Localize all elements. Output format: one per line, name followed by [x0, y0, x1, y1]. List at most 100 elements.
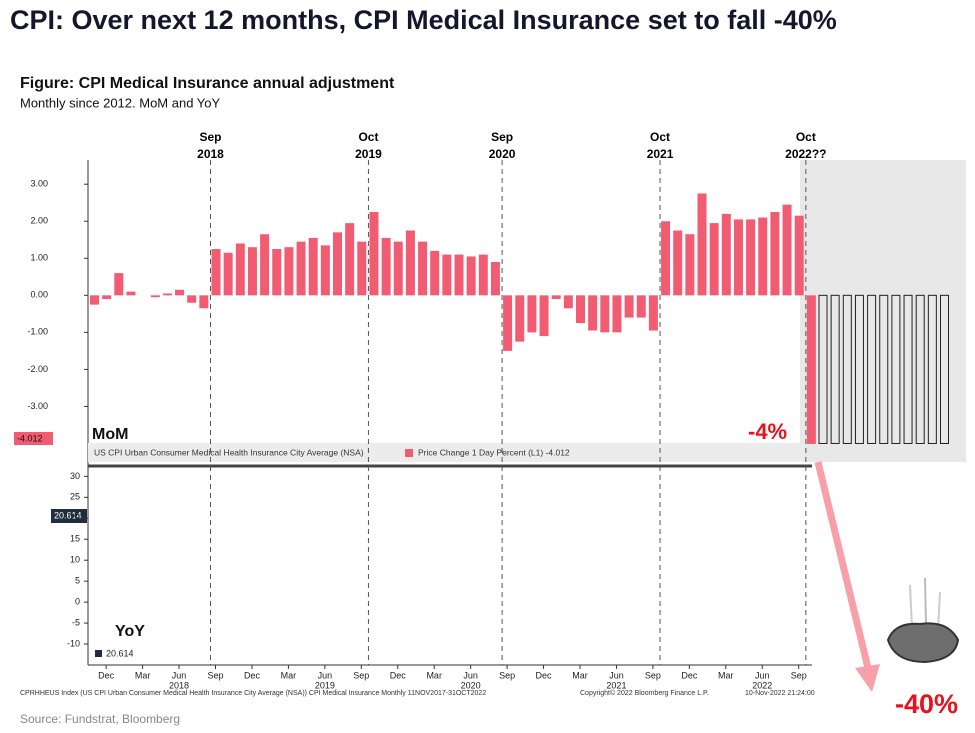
bar	[551, 295, 561, 300]
bar	[636, 295, 646, 318]
legend-swatch	[405, 449, 413, 457]
bar	[454, 254, 464, 296]
bar	[102, 295, 112, 300]
bar	[211, 249, 221, 296]
y-tick-label: -1.00	[27, 327, 48, 337]
y-tick-label: 25	[70, 492, 80, 502]
arrow-head	[855, 664, 880, 692]
bar	[114, 273, 124, 296]
bar	[247, 247, 257, 296]
y-tick-label: 10	[70, 555, 80, 565]
bar	[466, 256, 476, 296]
projection-bar	[818, 294, 828, 444]
bar	[90, 295, 99, 305]
projection-bar	[879, 294, 889, 444]
x-tick-label: Sep	[207, 670, 223, 680]
bar	[648, 295, 658, 331]
event-month: Oct	[650, 130, 670, 144]
x-tick-label: Sep	[499, 670, 515, 680]
y-tick-label: -5	[72, 617, 80, 627]
y-tick-label: 2.00	[30, 216, 48, 226]
bar	[345, 223, 355, 296]
projection-bar	[903, 294, 913, 444]
bar	[320, 245, 330, 296]
x-tick-label: Jun	[463, 670, 478, 680]
x-tick-label: Mar	[281, 670, 297, 680]
bar	[697, 193, 707, 296]
value-badge	[51, 509, 87, 523]
bar	[296, 241, 306, 296]
bar	[126, 291, 136, 296]
bar	[770, 212, 780, 296]
x-tick-label: Mar	[135, 670, 151, 680]
y-tick-label: 0.00	[30, 290, 48, 300]
x-tick-label: Dec	[536, 670, 553, 680]
bar	[357, 241, 367, 296]
bar	[685, 234, 695, 296]
bar	[333, 232, 342, 296]
value-badge	[14, 432, 53, 445]
panel-label: MoM	[92, 426, 128, 443]
bar	[709, 223, 719, 296]
x-tick-label: Mar	[572, 670, 588, 680]
event-year: 2018	[197, 147, 224, 161]
bar	[503, 295, 513, 351]
legend-value: 20.614	[106, 648, 134, 658]
projection-bar	[842, 294, 852, 444]
annotation: -40%	[895, 689, 958, 719]
bar	[746, 219, 756, 296]
legend-box	[88, 443, 805, 462]
bar	[430, 250, 440, 296]
bar	[515, 295, 525, 342]
bar	[721, 213, 731, 296]
x-tick-label: Dec	[681, 670, 698, 680]
arrow	[814, 461, 872, 669]
bar	[235, 243, 245, 296]
y-tick-label: 0	[75, 597, 80, 607]
y-tick-label: -10	[67, 638, 80, 648]
title: CPI: Over next 12 months, CPI Medical In…	[10, 5, 837, 35]
bar	[673, 230, 683, 296]
x-tick-label: Dec	[98, 670, 115, 680]
x-tick-label: Sep	[645, 670, 661, 680]
x-year-label: 2020	[461, 680, 481, 690]
bar	[588, 295, 598, 331]
bar	[199, 295, 209, 309]
bar	[539, 295, 549, 337]
bar	[418, 241, 428, 296]
x-tick-label: Jun	[318, 670, 333, 680]
bar	[442, 254, 452, 296]
annotation: -4%	[748, 419, 787, 444]
x-tick-label: Jun	[755, 670, 770, 680]
footer-index: CPRHHEUS Index (US CPI Urban Consumer Me…	[20, 690, 486, 697]
bar	[381, 237, 391, 296]
bar	[175, 289, 185, 296]
panel-label: YoY	[115, 623, 145, 640]
event-month: Sep	[199, 130, 221, 144]
projection-bar	[940, 294, 949, 444]
footer-timestamp: 10-Nov-2022 21:24:00	[745, 690, 815, 697]
bar	[260, 234, 270, 296]
bar	[758, 217, 768, 296]
projection-area	[800, 160, 966, 462]
bar	[563, 295, 573, 309]
bar	[223, 252, 233, 296]
bar	[733, 219, 743, 296]
bar	[527, 295, 537, 333]
bar	[782, 204, 792, 296]
bar	[369, 212, 379, 296]
rock-icon	[886, 577, 960, 664]
bar	[624, 295, 634, 318]
projection-bar	[830, 294, 840, 444]
bar	[478, 254, 488, 296]
footer-copyright: Copyright© 2022 Bloomberg Finance L.P.	[580, 689, 709, 697]
y-tick-label: 15	[70, 534, 80, 544]
legend-series: US CPI Urban Consumer Medical Health Ins…	[94, 447, 364, 457]
event-year: 2021	[647, 147, 674, 161]
bar	[490, 262, 500, 296]
source: Source: Fundstrat, Bloomberg	[20, 712, 180, 726]
badge-text: 20.614	[54, 510, 82, 520]
y-tick-label: 1.00	[30, 253, 48, 263]
badge-text: -4.012	[17, 433, 43, 443]
